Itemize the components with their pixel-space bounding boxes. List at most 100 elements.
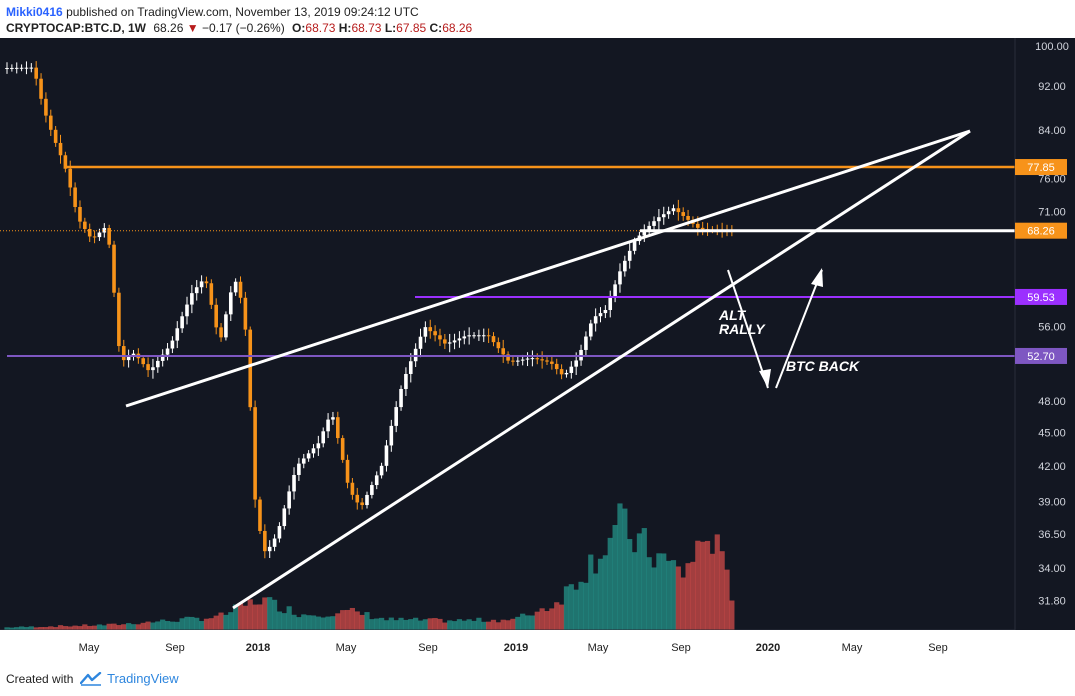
candle-body [248,329,253,408]
volume-bar [38,627,44,630]
volume-bar [169,621,176,630]
volume-bar [432,618,438,630]
volume-bar [203,618,210,630]
volume-bar [87,625,93,630]
volume-bar [189,616,195,630]
candle-body [233,281,238,293]
high-value: 68.73 [351,21,382,35]
candle-body [97,232,102,238]
candle-body [652,221,656,226]
price-tick-label: 56.00 [1038,322,1066,334]
volume-bar [33,627,39,630]
wedge-upper-trendline[interactable] [125,129,971,408]
price-tick-label: 34.00 [1038,563,1066,575]
time-tick-label: Sep [928,642,948,654]
price-chart[interactable]: ALT RALLY BTC BACK 100.00 92.00 84.00 76.00… [0,38,1075,660]
tradingview-brand[interactable]: TradingView [107,671,179,686]
volume-bar [233,604,239,630]
candle-body [569,366,574,373]
candle-body [554,363,559,370]
symbol-line: CRYPTOCAP:BTC.D, 1W 68.26 ▼ −0.17 (−0.26… [6,21,472,35]
candle-body [263,530,267,552]
volume-bar [155,621,161,630]
price-tick-label: 71.00 [1038,207,1066,219]
volume-bar [583,582,589,630]
alt-rally-line2: RALLY [719,321,766,337]
candle-body [588,323,593,337]
candle-body [5,68,9,70]
volume-bar [539,608,545,630]
candle-body [199,281,204,288]
candle-body [297,463,301,475]
volume-bar [442,622,448,630]
candle-body [151,367,155,371]
volume-bar [578,581,584,630]
volume-bar [505,620,511,630]
candle-body [321,431,326,444]
candle-body [647,225,651,231]
volume-bar [101,625,107,630]
candle-body [642,230,647,236]
candle-body [156,360,160,368]
volume-bar [524,615,531,630]
candle-body [58,142,63,156]
chart-background [0,38,1075,660]
volume-bar [724,569,730,630]
candle-body [632,241,637,251]
volume-bar [515,616,521,630]
candle-body [87,228,92,237]
volume-bar [320,617,326,630]
candle-body [209,283,214,305]
created-with-label: Created with [6,672,74,686]
candle-body [627,250,632,261]
wedge-lower-trendline[interactable] [232,129,971,610]
candle-body [238,281,243,298]
alt-rally-annotation: ALT RALLY [718,307,766,337]
volume-bar [9,627,15,630]
time-tick-label: 2018 [246,642,270,654]
price-change: −0.17 (−0.26%) [201,21,285,35]
time-tick-label: May [336,642,357,654]
time-axis[interactable] [0,630,1075,660]
candle-body [14,67,19,69]
author-link[interactable]: Mikki0416 [6,5,63,19]
candle-body [68,168,73,188]
candle-body [516,360,520,362]
volume-bar [714,534,720,630]
volume-bar [544,611,550,630]
volume-bar [96,624,103,630]
volume-bar [150,622,156,630]
volume-bar [281,613,287,630]
candle-body [681,212,686,216]
candle-body [404,373,408,389]
candle-body [423,327,428,337]
volume-bar [374,618,380,630]
candle-body [73,187,77,207]
price-label-box [1015,159,1067,176]
candle-body [301,458,306,464]
volume-bar [729,600,735,630]
volume-bar [291,614,297,630]
tradingview-logo-icon[interactable] [79,671,102,689]
candle-body [292,474,296,492]
candle-body [477,335,481,337]
candle-body [666,211,671,215]
volume-bar [53,627,59,630]
btc-back-arrow [775,269,823,389]
time-tick-label: May [588,642,609,654]
candle-body [141,358,146,365]
close-value: 68.26 [442,21,473,35]
volume-bar [651,567,657,630]
time-axis-ticks: May Sep 2018 May Sep 2019 May Sep 2020 May Sep [79,642,948,654]
candle-body [326,419,330,432]
volume-bar [393,620,399,630]
volume-bar [48,626,54,630]
volume-bar [116,625,122,630]
publish-line: Mikki0416 published on TradingView.com, … [6,5,419,19]
symbol-label: CRYPTOCAP:BTC.D, 1W [6,21,147,35]
btc-back-annotation: BTC BACK [786,358,860,374]
volume-bar [28,626,34,630]
candle-body [306,453,311,459]
volume-bar [437,618,443,630]
candle-body [258,499,262,531]
